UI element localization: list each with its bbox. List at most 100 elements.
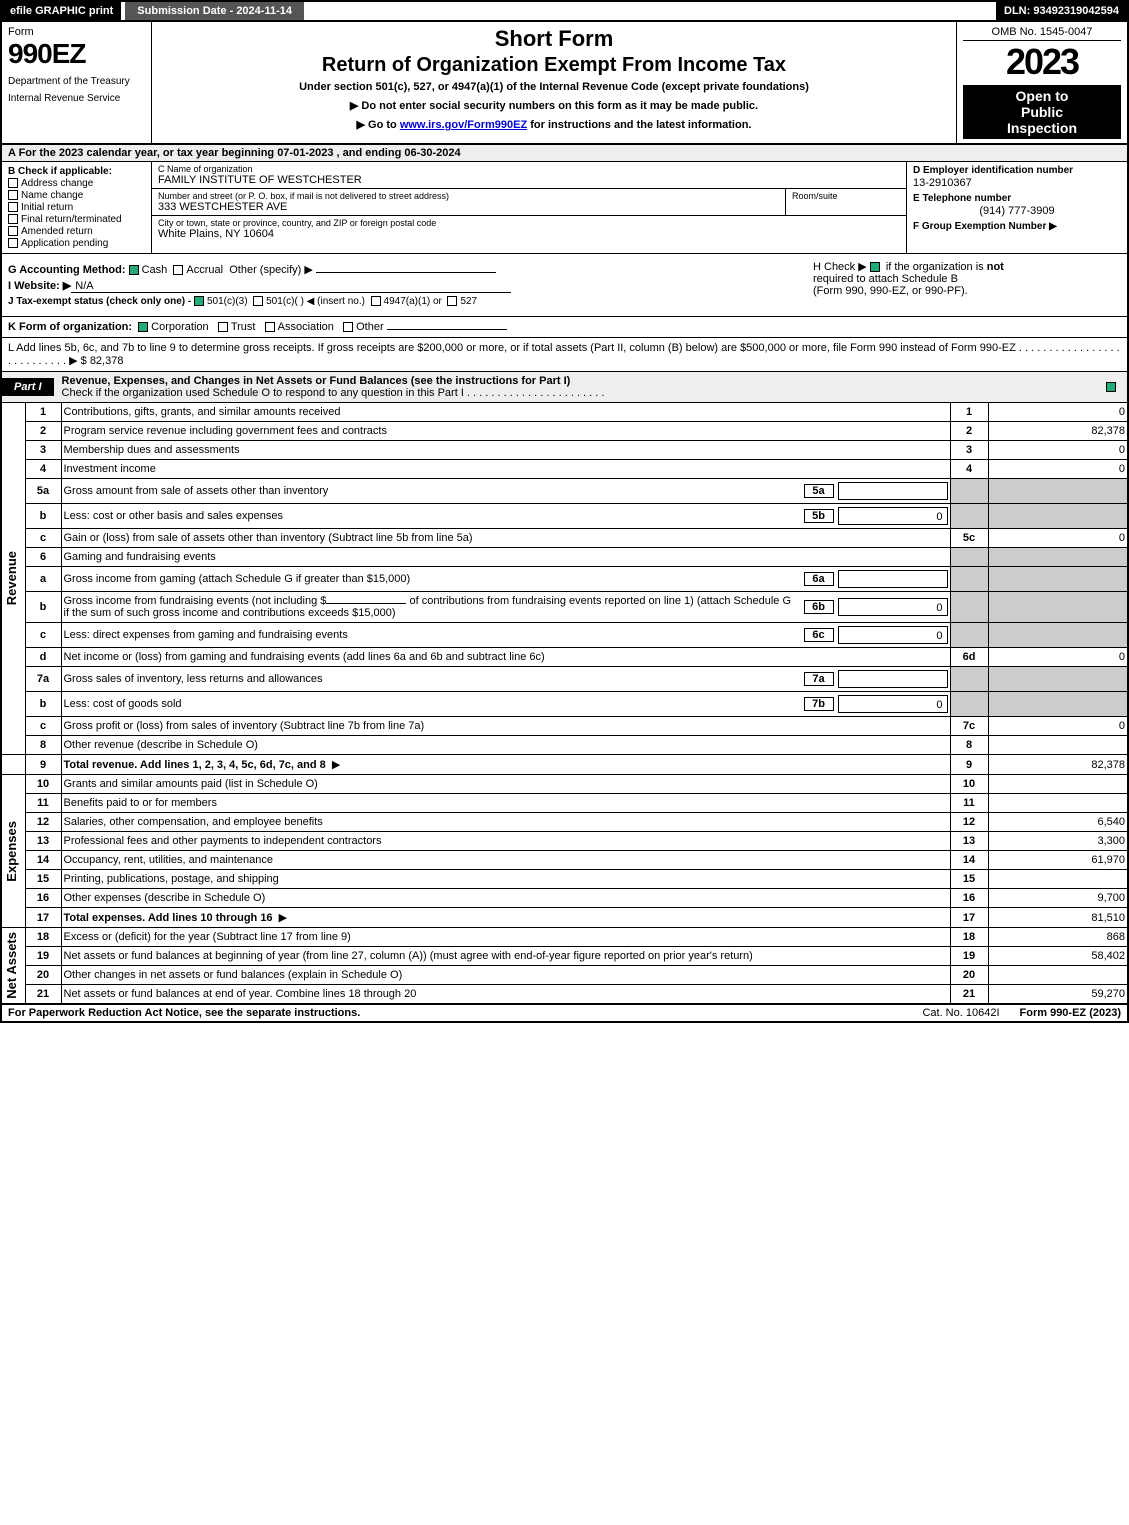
expenses-side-label: Expenses	[4, 821, 19, 882]
expenses-table: Expenses 10Grants and similar amounts pa…	[0, 775, 1129, 928]
line-19-desc: Net assets or fund balances at beginning…	[61, 947, 950, 966]
ein-label: D Employer identification number	[913, 165, 1121, 176]
part-i-header: Part I Revenue, Expenses, and Changes in…	[0, 372, 1129, 403]
checkbox-cash[interactable]	[129, 265, 139, 275]
netassets-table: Net Assets 18Excess or (deficit) for the…	[0, 928, 1129, 1004]
checkbox-527[interactable]	[447, 296, 457, 306]
line-3-amt: 0	[988, 441, 1128, 460]
line-21-desc: Net assets or fund balances at end of ye…	[61, 985, 950, 1004]
form-word: Form	[8, 26, 145, 38]
line-18-amt: 868	[988, 928, 1128, 947]
checkbox-501c3[interactable]	[194, 296, 204, 306]
line-1-desc: Contributions, gifts, grants, and simila…	[61, 403, 950, 422]
g-accounting-method: G Accounting Method: Cash Accrual Other …	[8, 263, 801, 276]
dept-treasury: Department of the Treasury	[8, 76, 145, 87]
line-5b-val: 0	[838, 507, 948, 525]
revenue-table: Revenue 1Contributions, gifts, grants, a…	[0, 403, 1129, 775]
line-6c-val: 0	[838, 626, 948, 644]
tel-label: E Telephone number	[913, 193, 1121, 204]
line-7b-desc: Less: cost of goods sold	[64, 698, 800, 710]
line-12-amt: 6,540	[988, 813, 1128, 832]
checkbox-h[interactable]	[870, 262, 880, 272]
city-state-zip: White Plains, NY 10604	[158, 228, 900, 240]
form-id-block: Form 990EZ Department of the Treasury In…	[2, 22, 152, 143]
revenue-side-label: Revenue	[4, 551, 19, 605]
line-17-amt: 81,510	[988, 908, 1128, 928]
line-5a-val	[838, 482, 948, 500]
goto-pre: ▶ Go to	[357, 119, 400, 131]
street-label: Number and street (or P. O. box, if mail…	[158, 191, 779, 201]
checkbox-accrual[interactable]	[173, 265, 183, 275]
footer-form-ref: Form 990-EZ (2023)	[1020, 1007, 1121, 1019]
line-6-desc: Gaming and fundraising events	[61, 548, 950, 567]
checkbox-501c[interactable]	[253, 296, 263, 306]
line-4-desc: Investment income	[61, 460, 950, 479]
checkbox-amended-return[interactable]	[8, 226, 18, 236]
line-6a-desc: Gross income from gaming (attach Schedul…	[64, 573, 800, 585]
irs-link[interactable]: www.irs.gov/Form990EZ	[400, 119, 527, 131]
line-7a-val	[838, 670, 948, 688]
footer-cat-no: Cat. No. 10642I	[922, 1007, 999, 1019]
line-11-amt	[988, 794, 1128, 813]
netassets-side-label: Net Assets	[4, 932, 19, 999]
line-19-amt: 58,402	[988, 947, 1128, 966]
checkbox-4947[interactable]	[371, 296, 381, 306]
line-6b-desc: Gross income from fundraising events (no…	[64, 595, 800, 619]
line-1-amt: 0	[988, 403, 1128, 422]
line-12-desc: Salaries, other compensation, and employ…	[61, 813, 950, 832]
omb-number: OMB No. 1545-0047	[963, 26, 1121, 41]
line-15-amt	[988, 870, 1128, 889]
line-10-desc: Grants and similar amounts paid (list in…	[61, 775, 950, 794]
line-2-amt: 82,378	[988, 422, 1128, 441]
line-9-desc: Total revenue. Add lines 1, 2, 3, 4, 5c,…	[61, 755, 950, 775]
form-header: Form 990EZ Department of the Treasury In…	[0, 22, 1129, 145]
line-11-desc: Benefits paid to or for members	[61, 794, 950, 813]
title-short-form: Short Form	[160, 26, 948, 52]
line-6d-amt: 0	[988, 648, 1128, 667]
checkbox-address-change[interactable]	[8, 178, 18, 188]
city-block: City or town, state or province, country…	[152, 216, 906, 242]
form-number: 990EZ	[8, 38, 145, 70]
checkbox-final-return[interactable]	[8, 214, 18, 224]
form-title-block: Short Form Return of Organization Exempt…	[152, 22, 957, 143]
line-16-amt: 9,700	[988, 889, 1128, 908]
checkbox-corporation[interactable]	[138, 322, 148, 332]
checkbox-association[interactable]	[265, 322, 275, 332]
submission-date: Submission Date - 2024-11-14	[125, 2, 304, 20]
title-return: Return of Organization Exempt From Incom…	[160, 54, 948, 77]
col-b-checkboxes: B Check if applicable: Address change Na…	[2, 162, 152, 253]
top-bar: efile GRAPHIC print Submission Date - 20…	[0, 0, 1129, 22]
org-name: FAMILY INSTITUTE OF WESTCHESTER	[158, 174, 900, 186]
checkbox-name-change[interactable]	[8, 190, 18, 200]
line-1-num: 1	[25, 403, 61, 422]
header-right: OMB No. 1545-0047 2023 Open to Public In…	[957, 22, 1127, 143]
checkbox-trust[interactable]	[218, 322, 228, 332]
line-5c-amt: 0	[988, 529, 1128, 548]
street-address: 333 WESTCHESTER AVE	[158, 201, 779, 213]
row-k: K Form of organization: Corporation Trus…	[0, 317, 1129, 338]
efile-print[interactable]: efile GRAPHIC print	[2, 2, 121, 20]
city-label: City or town, state or province, country…	[158, 218, 900, 228]
line-3-desc: Membership dues and assessments	[61, 441, 950, 460]
part-i-tab: Part I	[2, 378, 54, 396]
checkbox-other-org[interactable]	[343, 322, 353, 332]
checkbox-schedule-o[interactable]	[1106, 382, 1116, 392]
line-8-desc: Other revenue (describe in Schedule O)	[61, 736, 950, 755]
tax-year: 2023	[963, 41, 1121, 83]
checkbox-application-pending[interactable]	[8, 238, 18, 248]
subtitle: Under section 501(c), 527, or 4947(a)(1)…	[160, 81, 948, 93]
checkbox-initial-return[interactable]	[8, 202, 18, 212]
line-5a-desc: Gross amount from sale of assets other t…	[64, 485, 800, 497]
line-6b-val: 0	[838, 598, 948, 616]
website-value: N/A	[71, 280, 511, 293]
i-website: I Website: ▶N/A	[8, 279, 801, 293]
line-13-desc: Professional fees and other payments to …	[61, 832, 950, 851]
line-5c-desc: Gain or (loss) from sale of assets other…	[61, 529, 950, 548]
col-def: D Employer identification number 13-2910…	[907, 162, 1127, 253]
line-8-amt	[988, 736, 1128, 755]
org-name-label: C Name of organization	[158, 164, 900, 174]
row-l: L Add lines 5b, 6c, and 7b to line 9 to …	[0, 338, 1129, 372]
line-20-desc: Other changes in net assets or fund bala…	[61, 966, 950, 985]
section-ghij: G Accounting Method: Cash Accrual Other …	[0, 254, 1129, 317]
dln: DLN: 93492319042594	[996, 2, 1127, 20]
